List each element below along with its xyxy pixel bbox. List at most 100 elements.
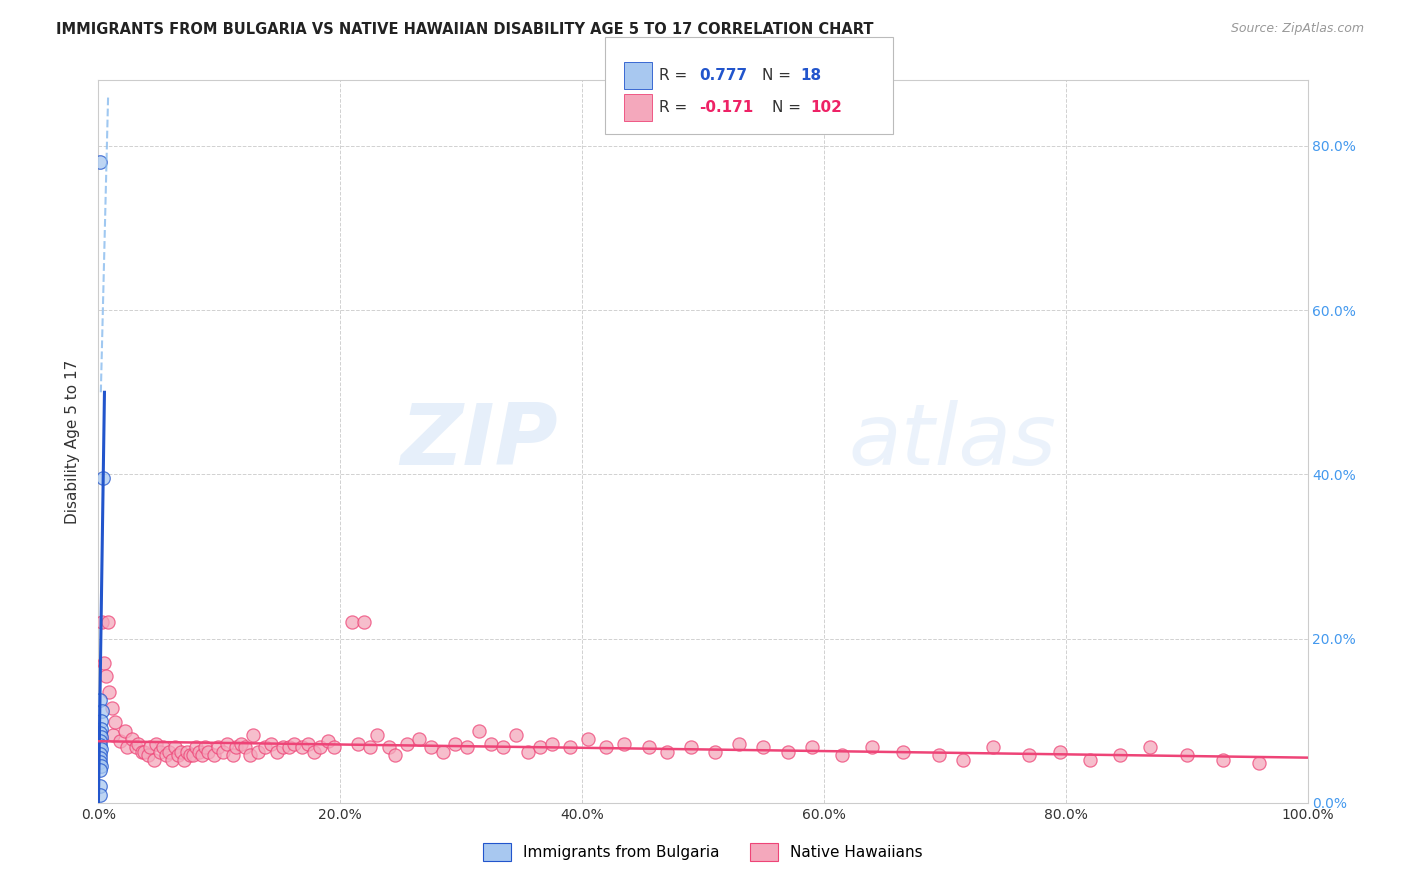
Point <box>89 693 111 707</box>
Point <box>90 742 112 756</box>
Point <box>89 750 111 764</box>
Text: 102: 102 <box>810 100 842 115</box>
Point <box>492 739 515 754</box>
Point <box>384 748 406 763</box>
Point <box>125 739 148 754</box>
Point <box>800 739 823 754</box>
Point <box>432 745 454 759</box>
Point <box>377 739 399 754</box>
Point <box>197 745 219 759</box>
Point <box>90 759 112 773</box>
Point <box>1078 753 1101 767</box>
Point <box>100 701 122 715</box>
Point <box>595 739 617 754</box>
Point <box>952 753 974 767</box>
Point <box>505 729 527 743</box>
Point <box>1049 745 1071 759</box>
Point <box>831 748 853 763</box>
Point <box>637 739 659 754</box>
Point <box>540 737 562 751</box>
Point <box>181 748 204 763</box>
Point <box>89 734 111 748</box>
Point <box>408 731 430 746</box>
Point <box>283 737 305 751</box>
Text: -0.171: -0.171 <box>699 100 754 115</box>
Point <box>155 748 177 763</box>
Point <box>558 739 581 754</box>
Point <box>90 730 112 744</box>
Point <box>108 734 131 748</box>
Point <box>239 748 262 763</box>
Point <box>1109 748 1132 763</box>
Point <box>1175 748 1198 763</box>
Point <box>139 739 162 754</box>
Text: R =: R = <box>659 68 693 83</box>
Point <box>89 780 111 794</box>
Point <box>215 737 238 751</box>
Point <box>221 748 243 763</box>
Point <box>179 748 201 763</box>
Text: Source: ZipAtlas.com: Source: ZipAtlas.com <box>1230 22 1364 36</box>
Point <box>104 715 127 730</box>
Point <box>242 729 264 743</box>
Point <box>187 745 209 759</box>
Point <box>169 745 191 759</box>
Point <box>360 739 382 754</box>
Point <box>266 745 288 759</box>
Point <box>302 745 325 759</box>
Point <box>89 788 111 802</box>
Point <box>981 739 1004 754</box>
Point <box>89 739 111 753</box>
Point <box>444 737 467 751</box>
Point <box>89 755 111 769</box>
Point <box>127 737 149 751</box>
Point <box>212 745 235 759</box>
Point <box>91 471 114 485</box>
Point <box>308 739 330 754</box>
Point <box>149 745 172 759</box>
Point <box>1249 756 1271 771</box>
Text: IMMIGRANTS FROM BULGARIA VS NATIVE HAWAIIAN DISABILITY AGE 5 TO 17 CORRELATION C: IMMIGRANTS FROM BULGARIA VS NATIVE HAWAI… <box>56 22 873 37</box>
Point <box>342 615 364 630</box>
Point <box>860 739 883 754</box>
Point <box>225 739 247 754</box>
Point <box>136 748 159 763</box>
Point <box>297 737 319 751</box>
Point <box>516 745 538 759</box>
Point <box>101 729 124 743</box>
Point <box>229 737 252 751</box>
Point <box>89 763 111 777</box>
Point <box>89 155 111 169</box>
Point <box>420 739 443 754</box>
Point <box>456 739 478 754</box>
Point <box>121 731 143 746</box>
Point <box>160 753 183 767</box>
Point <box>529 739 551 754</box>
Text: 0.777: 0.777 <box>699 68 747 83</box>
Point <box>152 739 174 754</box>
Point <box>91 704 114 718</box>
Point <box>273 739 295 754</box>
Point <box>134 745 156 759</box>
Point <box>316 734 339 748</box>
Point <box>233 739 256 754</box>
Point <box>167 748 190 763</box>
Text: N =: N = <box>762 68 796 83</box>
Point <box>89 747 111 761</box>
Point <box>93 657 115 671</box>
Text: N =: N = <box>772 100 806 115</box>
Point <box>194 739 217 754</box>
Point <box>117 739 139 754</box>
Point <box>131 745 153 759</box>
Point <box>204 748 226 763</box>
Point <box>891 745 914 759</box>
Point <box>191 748 214 763</box>
Point <box>278 739 301 754</box>
Point <box>90 722 112 736</box>
Point <box>395 737 418 751</box>
Point <box>323 739 346 754</box>
Text: ZIP: ZIP <box>401 400 558 483</box>
Point <box>247 745 270 759</box>
Point <box>98 685 121 699</box>
Point <box>90 714 112 728</box>
